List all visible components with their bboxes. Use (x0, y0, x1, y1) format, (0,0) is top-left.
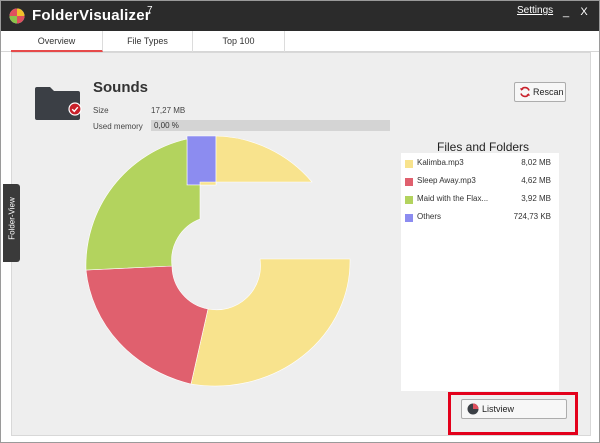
rescan-button[interactable]: Rescan (514, 82, 566, 102)
tab-overview[interactable]: Overview (11, 31, 103, 52)
list-item[interactable]: Others 724,73 KB (405, 211, 555, 225)
file-name: Maid with the Flax... (417, 194, 489, 203)
file-size: 8,02 MB (521, 158, 551, 167)
listview-highlight-box (448, 392, 578, 435)
app-version: 7 (147, 5, 153, 16)
rescan-label: Rescan (533, 87, 564, 97)
refresh-icon (520, 86, 530, 98)
minimize-button[interactable]: _ (562, 6, 570, 18)
folder-view-label: Folder-View (7, 197, 17, 240)
close-button[interactable]: X (580, 6, 588, 18)
tab-top-100[interactable]: Top 100 (193, 31, 285, 52)
legend-swatch (405, 214, 413, 222)
file-size: 4,62 MB (521, 176, 551, 185)
size-value: 17,27 MB (151, 106, 186, 115)
pie-slice-others[interactable] (186, 135, 217, 186)
legend-swatch (405, 160, 413, 168)
size-label: Size (93, 106, 109, 115)
file-name: Others (417, 212, 442, 221)
file-name: Sleep Away.mp3 (417, 176, 476, 185)
legend-swatch (405, 196, 413, 204)
folder-size-pie-chart[interactable] (81, 131, 371, 401)
pie-slice-kalimba[interactable] (199, 135, 313, 186)
listview-label: Listview (482, 404, 515, 414)
used-memory-value: 0,00 % (154, 121, 179, 130)
used-memory-label: Used memory (93, 122, 143, 131)
legend-swatch (405, 178, 413, 186)
files-and-folders-title: Files and Folders (437, 140, 530, 154)
listview-icon (467, 403, 479, 415)
file-size: 724,73 KB (513, 212, 551, 221)
app-logo-icon (9, 8, 25, 24)
settings-link[interactable]: Settings (517, 5, 554, 16)
folder-icon (35, 87, 82, 120)
pie-slice-kalimba-outer[interactable] (190, 258, 351, 387)
folder-title: Sounds (93, 79, 148, 96)
list-item[interactable]: Sleep Away.mp3 4,62 MB (405, 175, 555, 189)
tab-bar: Overview File Types Top 100 (1, 31, 599, 52)
listview-button[interactable]: Listview (461, 399, 567, 419)
tab-file-types[interactable]: File Types (103, 31, 193, 52)
pie-slice-maid-with-the-flaxen-hair[interactable] (85, 138, 201, 271)
folder-view-side-tab[interactable]: Folder-View (3, 184, 20, 262)
file-name: Kalimba.mp3 (417, 158, 464, 167)
pie-slice-sleep-away[interactable] (85, 265, 209, 385)
title-bar[interactable]: FolderVisualizer 7 Settings _ X (1, 1, 599, 31)
file-size: 3,92 MB (521, 194, 551, 203)
app-title: FolderVisualizer (32, 7, 151, 24)
files-and-folders-list: Kalimba.mp3 8,02 MB Sleep Away.mp3 4,62 … (401, 153, 559, 391)
list-item[interactable]: Maid with the Flax... 3,92 MB (405, 193, 555, 207)
used-memory-bar: 0,00 % (151, 120, 390, 131)
list-item[interactable]: Kalimba.mp3 8,02 MB (405, 157, 555, 171)
